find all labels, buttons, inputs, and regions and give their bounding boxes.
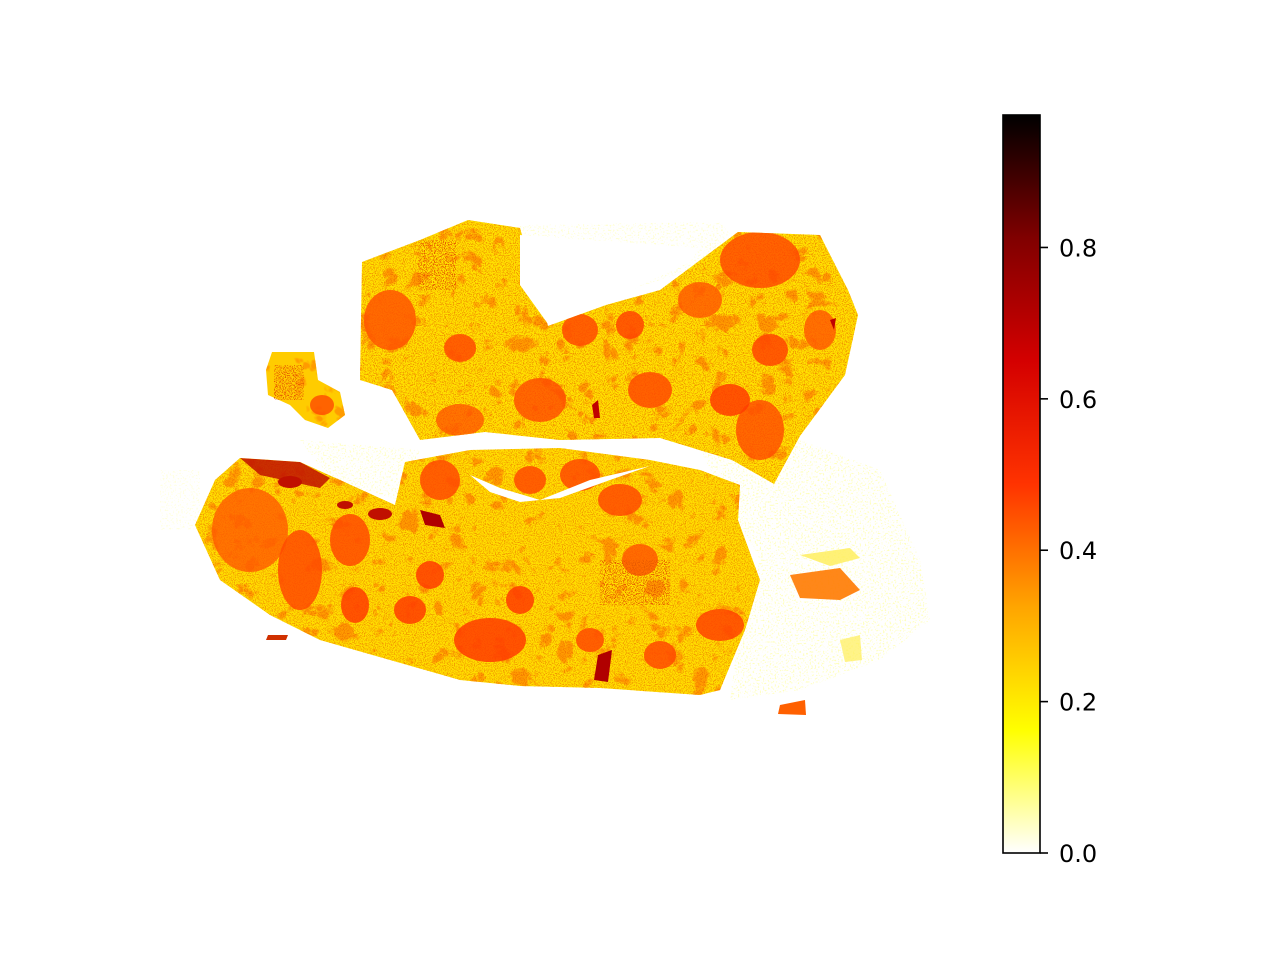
colorbar: 0.0 0.2 0.4 0.6 0.8 [1002,114,1097,868]
colorbar-ticks: 0.0 0.2 0.4 0.6 0.8 [1040,234,1097,868]
right-fragments [266,548,862,715]
lower-lobe [195,448,760,695]
colorbar-tick-label: 0.0 [1059,840,1097,868]
colorbar-tick-label: 0.4 [1059,537,1097,565]
upper-lobe [360,220,858,484]
colorbar-fill [1003,115,1040,853]
colorbar-tick-label: 0.2 [1059,689,1097,717]
colorbar-tick-label: 0.8 [1059,234,1097,262]
colorbar-tick-label: 0.6 [1059,386,1097,414]
heatmap-image [160,220,930,715]
small-fragment [266,352,345,428]
colorbar-frame [1002,114,1041,854]
